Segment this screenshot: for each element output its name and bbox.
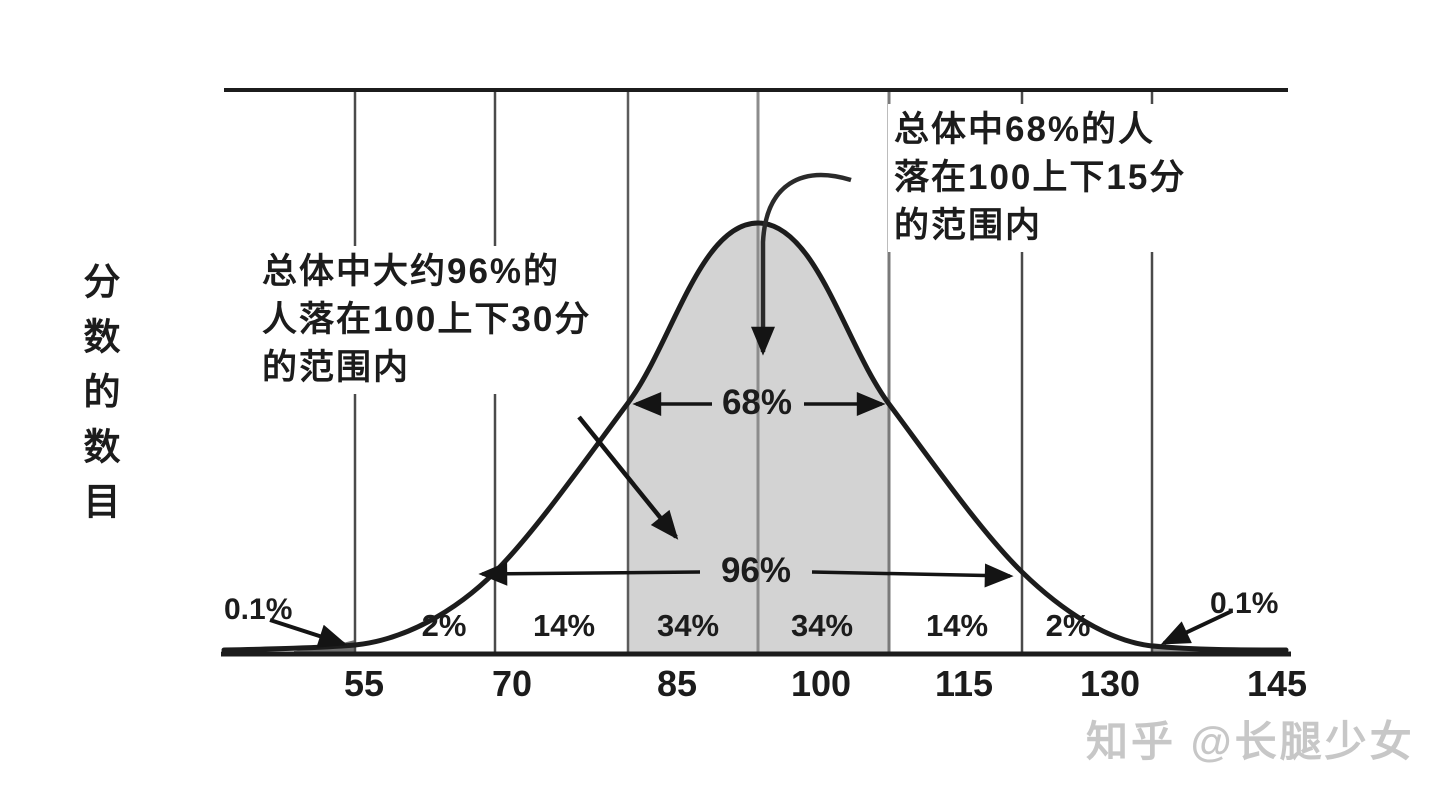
annotation-96-line1: 总体中大约96%的 <box>262 252 561 291</box>
x-tick-145: 145 <box>1246 663 1308 704</box>
annotation-68-line3: 的范围内 <box>894 206 1043 245</box>
bell-curve-path <box>221 220 1289 653</box>
x-tick-115: 115 <box>934 663 994 704</box>
annotation-68: 总体中68%的人 落在100上下15分 的范围内 <box>888 104 1266 252</box>
x-tick-100: 100 <box>790 663 852 704</box>
x-tick-55: 55 <box>343 663 385 704</box>
span-label-68: 68% <box>721 383 793 422</box>
pct-label-right-tail: 0.1% <box>1210 587 1279 620</box>
span-96-arrow-right <box>811 563 1014 588</box>
annotation-96-line2: 人落在100上下30分 <box>262 300 592 339</box>
annotation-96: 总体中大约96%的 人落在100上下30分 的范围内 <box>256 246 620 394</box>
watermark: 知乎 @长腿少女 <box>1086 718 1415 765</box>
pct-label-115-130: 14% <box>925 608 989 643</box>
y-axis-label: 分数的数目 <box>78 262 119 537</box>
pointer-68-curved-arrow <box>751 172 852 356</box>
pct-label-left-tail: 0.1% <box>224 593 293 626</box>
pct-label-130-145: 2% <box>1045 608 1091 643</box>
annotation-68-line1: 总体中68%的人 <box>894 110 1156 149</box>
span-96-arrow-left <box>478 561 701 586</box>
pointer-96-diagonal-arrow <box>577 415 679 540</box>
pct-label-70-85: 14% <box>532 608 596 643</box>
left-tail-sliver <box>294 640 355 652</box>
span-label-96: 96% <box>720 551 792 590</box>
x-tick-85: 85 <box>656 663 698 704</box>
annotation-96-line3: 的范围内 <box>262 348 411 387</box>
x-tick-130: 130 <box>1079 663 1141 704</box>
pointer-left-tail-arrow <box>269 618 348 648</box>
pct-label-55-70: 2% <box>421 608 467 643</box>
x-tick-70: 70 <box>491 663 533 704</box>
annotation-68-line2: 落在100上下15分 <box>894 158 1187 197</box>
pct-label-100-115: 34% <box>790 608 854 643</box>
pct-label-85-100: 34% <box>656 608 720 643</box>
pointer-right-tail-arrow <box>1160 609 1233 645</box>
